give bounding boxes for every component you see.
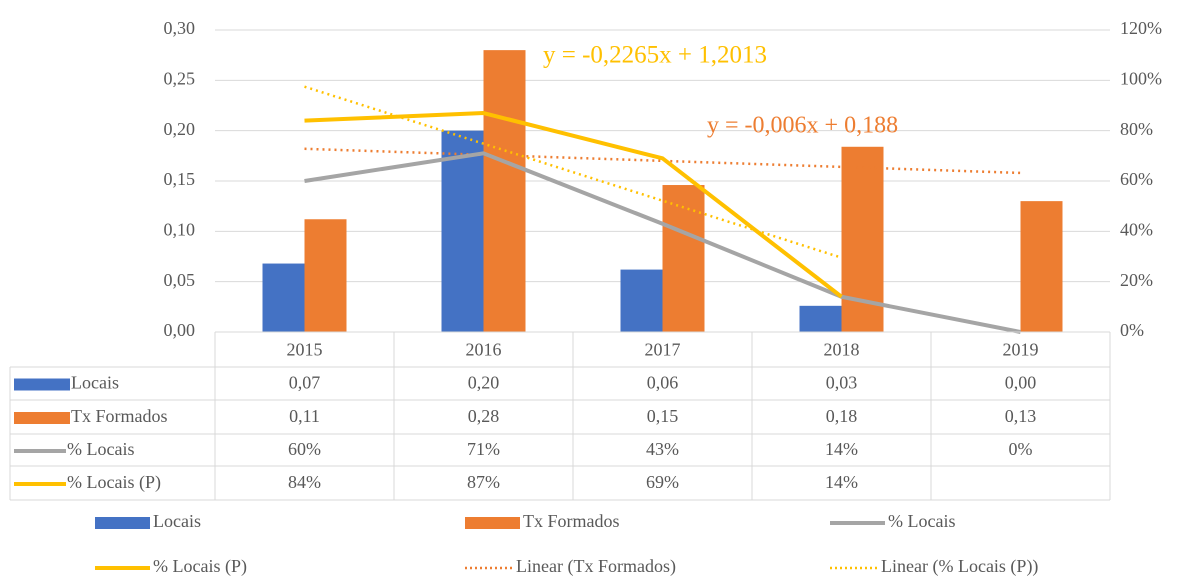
table-value: 0,13 [1005, 406, 1037, 426]
y2-tick-label: 20% [1120, 270, 1153, 290]
y-tick-label: 0,15 [164, 169, 196, 189]
bar [304, 219, 347, 332]
x-tick-label: 2016 [466, 340, 502, 360]
table-legend-key [14, 412, 70, 424]
table-value: 71% [467, 439, 500, 459]
legend-label: % Locais (P) [153, 556, 247, 577]
line-series [304, 151, 1021, 334]
table-value: 14% [825, 472, 858, 492]
legend-label: Locais [153, 511, 201, 531]
y-tick-label: 0,00 [164, 320, 196, 340]
legend-key [95, 517, 150, 529]
y-tick-label: 0,25 [164, 68, 196, 88]
y2-tick-label: 0% [1120, 320, 1144, 340]
table-value: 0,03 [826, 373, 858, 393]
y-tick-label: 0,20 [164, 119, 196, 139]
x-tick-label: 2015 [287, 340, 323, 360]
table-value: 84% [288, 472, 321, 492]
table-legend-key [14, 378, 70, 391]
y2-tick-label: 100% [1120, 68, 1162, 88]
bar [262, 263, 305, 332]
table-row-label: % Locais [67, 439, 134, 459]
table-value: 43% [646, 439, 679, 459]
table-row-label: Tx Formados [71, 406, 168, 426]
bar [620, 269, 663, 332]
table-row-label: % Locais (P) [67, 472, 161, 493]
legend-key [465, 517, 520, 529]
x-tick-label: 2017 [645, 340, 681, 360]
y2-tick-label: 80% [1120, 119, 1153, 139]
table-value: 87% [467, 472, 500, 492]
y2-tick-label: 120% [1120, 18, 1162, 38]
bar [441, 130, 484, 332]
line-series [304, 111, 843, 299]
x-tick-label: 2018 [824, 340, 860, 360]
table-value: 0,28 [468, 406, 500, 426]
table-value: 60% [288, 439, 321, 459]
legend-label: Tx Formados [523, 511, 620, 531]
y2-tick-label: 40% [1120, 219, 1153, 239]
table-value: 14% [825, 439, 858, 459]
table-value: 0,11 [289, 406, 320, 426]
trendline-equation: y = -0,2265x + 1,2013 [543, 42, 767, 69]
table-row-label: Locais [71, 373, 119, 393]
y-tick-label: 0,05 [164, 270, 196, 290]
table-value: 0,20 [468, 373, 500, 393]
table-value: 0,07 [289, 373, 321, 393]
y-tick-label: 0,30 [164, 18, 196, 38]
y2-tick-label: 60% [1120, 169, 1153, 189]
table-value: 0,18 [826, 406, 858, 426]
bar [483, 50, 526, 333]
bar [662, 185, 705, 332]
trendline-equation: y = -0,006x + 0,188 [707, 113, 898, 139]
x-tick-label: 2019 [1003, 340, 1039, 360]
table-value: 0% [1009, 439, 1033, 459]
y-tick-label: 0,10 [164, 219, 196, 239]
legend-label: Linear (Tx Formados) [516, 556, 676, 577]
bar [1020, 201, 1063, 332]
table-value: 69% [646, 472, 679, 492]
legend-label: Linear (% Locais (P)) [881, 556, 1038, 577]
legend-label: % Locais [888, 511, 955, 531]
table-value: 0,06 [647, 373, 679, 393]
table-value: 0,00 [1005, 373, 1037, 393]
bar [799, 305, 842, 332]
table-value: 0,15 [647, 406, 679, 426]
